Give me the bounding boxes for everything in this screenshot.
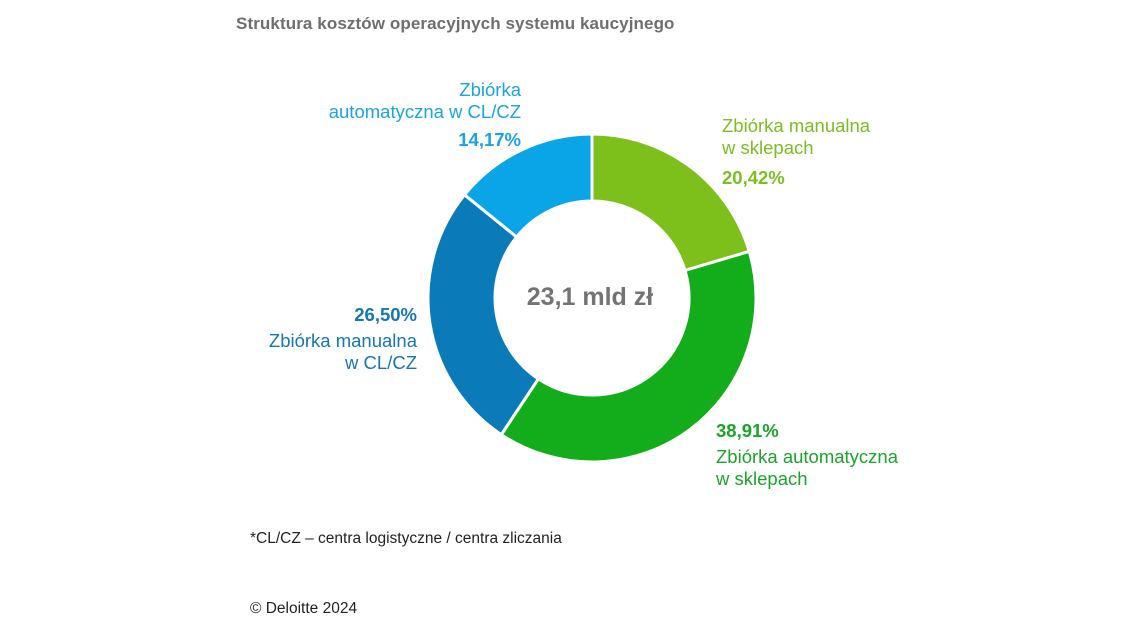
slice-label-auto-clcz-line1: Zbiórka bbox=[459, 79, 521, 100]
slice-label-auto-shop-line2: w sklepach bbox=[716, 468, 808, 489]
slice-label-manual-shop-line1: Zbiórka manualna bbox=[722, 115, 871, 136]
chart-title: Struktura kosztów operacyjnych systemu k… bbox=[236, 14, 675, 33]
slice-label-manual-clcz: 26,50% Zbiórka manualna w CL/CZ bbox=[269, 304, 417, 374]
footnote: *CL/CZ – centra logistyczne / centra zli… bbox=[250, 530, 562, 547]
donut-slice-auto-clcz bbox=[462, 132, 594, 240]
slice-value-auto-clcz: 14,17% bbox=[458, 129, 521, 150]
donut-slice-manual-clcz bbox=[426, 192, 541, 437]
donut-center-total: 23,1 mld zł bbox=[526, 283, 654, 311]
slice-label-auto-clcz: Zbiórka automatyczna w CL/CZ 14,17% bbox=[329, 79, 521, 151]
slice-value-manual-clcz: 26,50% bbox=[354, 304, 417, 325]
slice-label-manual-clcz-line2: w CL/CZ bbox=[345, 352, 417, 373]
slice-label-manual-clcz-line1: Zbiórka manualna bbox=[268, 330, 417, 351]
donut-slice-auto-shop bbox=[499, 249, 758, 464]
slice-label-manual-shop: Zbiórka manualna w sklepach 20,42% bbox=[722, 115, 870, 189]
slice-value-auto-shop: 38,91% bbox=[716, 420, 779, 441]
copyright: © Deloitte 2024 bbox=[250, 600, 358, 617]
slice-label-auto-shop: 38,91% Zbiórka automatyczna w sklepach bbox=[716, 420, 898, 490]
slice-label-auto-shop-line1: Zbiórka automatyczna bbox=[716, 446, 899, 467]
slice-value-manual-shop: 20,42% bbox=[722, 167, 785, 188]
slice-label-auto-clcz-line2: automatyczna w CL/CZ bbox=[328, 101, 521, 122]
slice-label-manual-shop-line2: w sklepach bbox=[722, 137, 814, 158]
